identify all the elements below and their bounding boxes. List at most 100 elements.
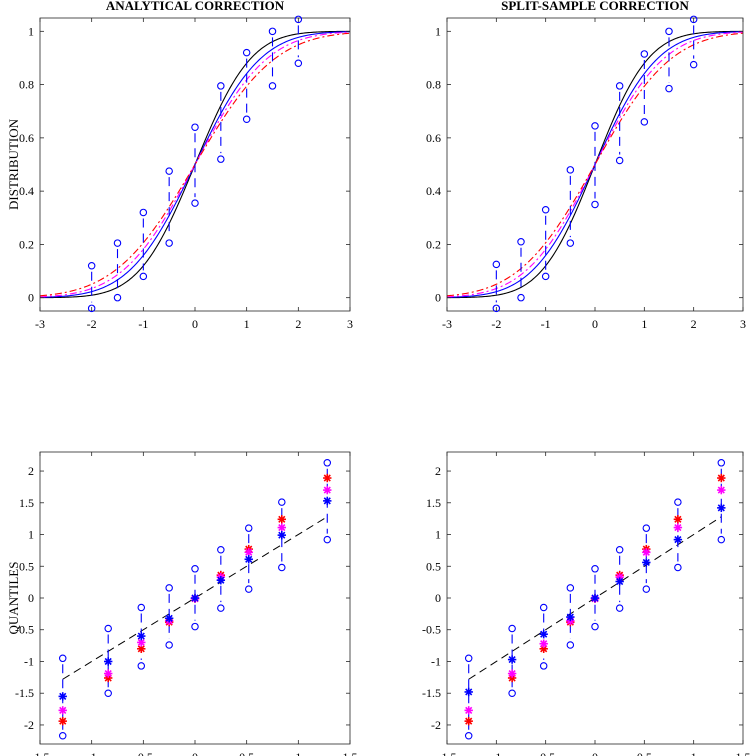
y-tick-label: 0.5 — [19, 559, 34, 573]
interval-lower-marker — [492, 304, 501, 313]
star-marker — [104, 657, 113, 666]
x-tick-label: 1 — [295, 750, 301, 756]
interval-upper-marker — [665, 27, 673, 36]
y-tick-label: 1 — [435, 24, 441, 38]
star-marker — [323, 473, 332, 483]
x-tick-label: 0 — [192, 317, 198, 331]
y-tick-label: 0.2 — [19, 237, 34, 251]
interval-upper-marker — [244, 524, 253, 532]
interval-lower-marker — [104, 689, 112, 697]
x-tick-label: 0 — [592, 317, 598, 331]
y-tick-label: 0.5 — [426, 559, 441, 573]
interval-lower-marker — [217, 604, 225, 612]
y-tick-label: -1 — [24, 654, 34, 668]
star-marker — [464, 706, 473, 715]
interval-lower-marker — [717, 535, 726, 544]
interval-upper-marker — [615, 82, 624, 90]
interval-upper-marker — [717, 459, 726, 467]
star-marker — [58, 692, 67, 701]
interval-lower-marker — [517, 293, 525, 302]
x-tick-label: -1.5 — [31, 750, 50, 756]
interval-upper-marker — [104, 624, 112, 633]
star-marker — [323, 496, 332, 506]
star-marker — [164, 614, 174, 623]
star-marker — [673, 523, 683, 532]
interval-upper-marker — [591, 565, 599, 573]
star-marker — [58, 716, 67, 726]
y-axis-label: QUANTILES — [6, 562, 21, 635]
x-tick-label: -1.5 — [438, 750, 457, 756]
star-marker — [464, 716, 473, 726]
panel-4: -1.5 -1 -0.5 0 0.5 1 1.5 -2 -1.5 -1 -0.5 0 0.5 1 1.5 2 — [422, 451, 751, 756]
chart-title: SPLIT-SAMPLE CORRECTION — [501, 0, 689, 13]
star-marker — [539, 629, 548, 639]
x-tick-label: 0.5 — [637, 750, 652, 756]
interval-upper-marker — [165, 584, 173, 592]
interval-upper-marker — [217, 546, 225, 554]
interval-upper-marker — [191, 565, 199, 573]
interval-lower-marker — [464, 731, 473, 740]
star-marker — [277, 530, 286, 540]
interval-upper-marker — [640, 50, 649, 58]
interval-lower-marker — [566, 239, 575, 247]
x-tick-label: 1.5 — [736, 750, 751, 756]
star-marker — [507, 669, 517, 678]
interval-upper-marker — [323, 459, 332, 467]
interval-lower-marker — [591, 200, 599, 209]
x-tick-label: -1 — [87, 750, 97, 756]
interval-upper-marker — [615, 546, 624, 554]
star-marker — [277, 523, 286, 532]
x-tick-label: -1 — [138, 317, 148, 331]
interval-upper-marker — [87, 261, 96, 270]
interval-upper-marker — [591, 122, 599, 130]
x-tick-label: -3 — [35, 317, 45, 331]
star-marker — [216, 576, 226, 585]
x-tick-label: 1 — [641, 317, 647, 331]
interval-lower-marker — [541, 272, 550, 281]
interval-lower-marker — [113, 293, 122, 302]
y-tick-label: -1.5 — [422, 686, 441, 700]
interval-upper-marker — [113, 239, 122, 247]
interval-lower-marker — [165, 641, 173, 649]
panel-3: QUANTILES -1.5 -1 -0.5 0 0.5 1 1.5 -2 -1.5 -1 -0.5 0… — [6, 451, 358, 756]
interval-upper-marker — [642, 524, 651, 532]
interval-lower-marker — [278, 563, 286, 572]
interval-lower-marker — [640, 118, 649, 126]
y-tick-label: 0 — [435, 291, 441, 305]
interval-upper-marker — [242, 48, 251, 57]
y-tick-label: 1 — [28, 528, 34, 542]
y-tick-label: -0.5 — [15, 623, 34, 637]
star-marker — [58, 706, 67, 715]
x-tick-label: -1 — [491, 750, 501, 756]
star-marker — [137, 631, 146, 641]
interval-lower-marker — [323, 535, 332, 544]
interval-lower-marker — [242, 115, 251, 123]
y-tick-label: 2 — [435, 464, 441, 478]
star-marker — [277, 515, 286, 524]
star-marker — [190, 593, 200, 603]
interval-lower-marker — [191, 622, 199, 631]
interval-lower-marker — [642, 585, 651, 593]
interval-lower-marker — [139, 272, 148, 281]
y-tick-label: -2 — [431, 718, 441, 732]
star-marker — [717, 473, 726, 483]
interval-upper-marker — [689, 15, 698, 24]
interval-upper-marker — [566, 584, 575, 592]
star-marker — [244, 548, 253, 557]
interval-upper-marker — [139, 208, 148, 217]
star-marker — [615, 577, 624, 586]
interval-lower-marker — [615, 156, 624, 165]
interval-lower-marker — [165, 239, 173, 247]
star-marker — [244, 555, 253, 564]
star-marker — [323, 485, 332, 495]
x-tick-label: -2 — [491, 317, 501, 331]
interval-upper-marker — [165, 167, 173, 175]
interval-upper-marker — [517, 237, 525, 246]
interval-upper-marker — [539, 603, 548, 612]
interval-upper-marker — [492, 260, 501, 269]
star-marker — [464, 687, 473, 697]
x-tick-label: -0.5 — [134, 750, 153, 756]
x-tick-label: 2 — [295, 317, 301, 331]
x-tick-label: 3 — [740, 317, 746, 331]
x-tick-label: 2 — [691, 317, 697, 331]
